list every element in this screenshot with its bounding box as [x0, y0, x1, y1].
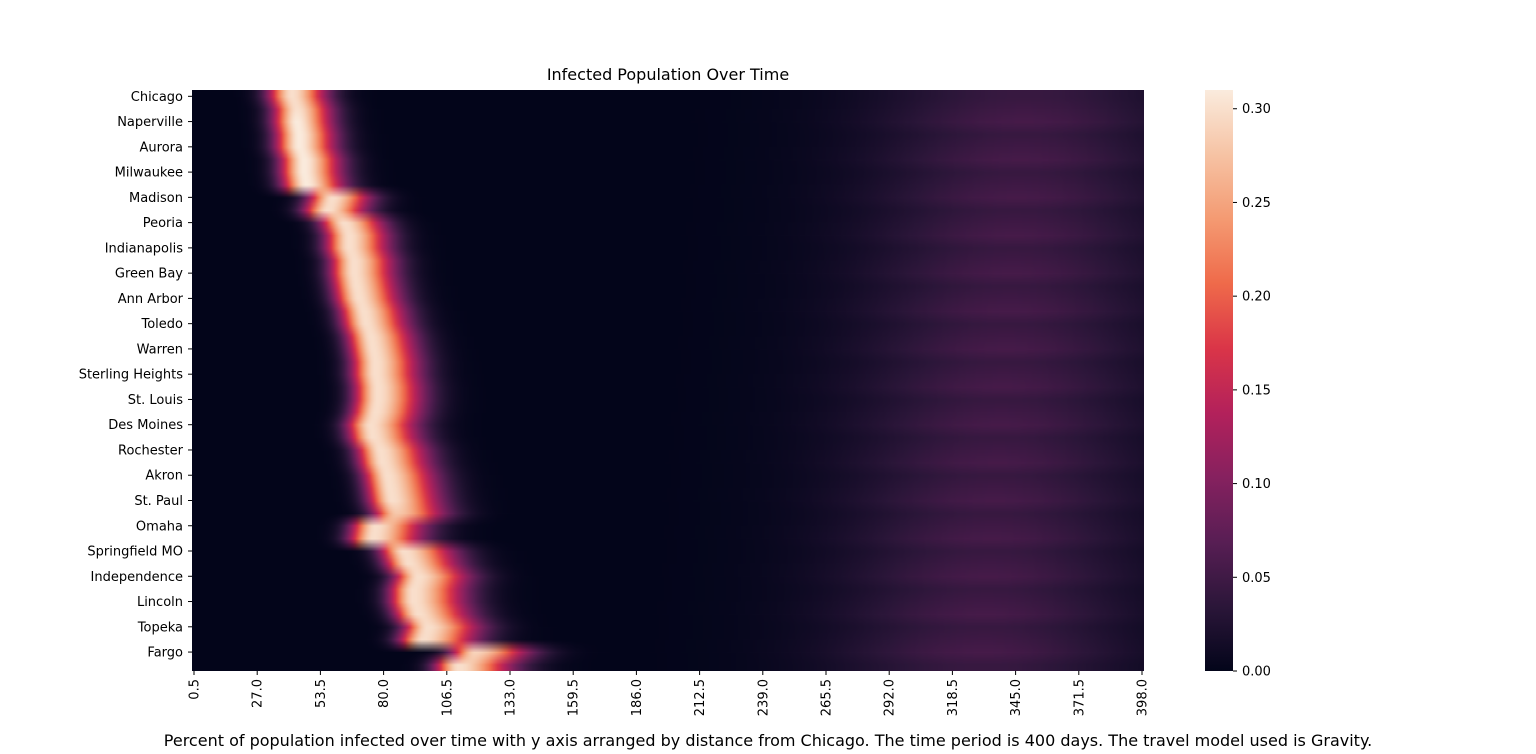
colorbar-tick-label: 0.30 — [1242, 102, 1271, 117]
y-tick-label: Aurora — [140, 140, 183, 155]
y-tick-label: Omaha — [136, 519, 183, 534]
colorbar: 0.00 0.05 0.10 0.15 0.20 0.25 0.30 — [1205, 90, 1271, 680]
y-tick-label: Topeka — [137, 620, 183, 635]
y-tick-label: Sterling Heights — [79, 368, 184, 383]
y-tick-label: St. Louis — [128, 393, 183, 408]
y-tick-label: St. Paul — [134, 494, 183, 509]
y-tick-label: Chicago — [131, 90, 183, 105]
x-tick-label: 345.0 — [1009, 679, 1024, 716]
colorbar-tick-label: 0.15 — [1242, 383, 1271, 398]
colorbar-tick-label: 0.00 — [1242, 665, 1271, 680]
x-tick-label: 318.5 — [946, 679, 961, 716]
y-tick-label: Madison — [129, 191, 183, 206]
x-tick-label: 292.0 — [883, 679, 898, 716]
y-tick-label: Des Moines — [108, 418, 183, 433]
colorbar-gradient — [1205, 90, 1233, 671]
y-tick-label: Naperville — [117, 115, 183, 130]
x-axis: 0.5 27.0 53.5 80.0 106.5 133.0 159.5 186.0 212.5… — [188, 671, 1151, 716]
colorbar-tick-label: 0.10 — [1242, 477, 1271, 492]
colorbar-tick-label: 0.05 — [1242, 571, 1271, 586]
y-tick-label: Toledo — [140, 317, 183, 332]
y-tick-label: Rochester — [118, 443, 184, 458]
x-tick-label: 265.5 — [820, 679, 835, 716]
x-tick-label: 186.0 — [630, 679, 645, 716]
y-tick-label: Akron — [145, 469, 183, 484]
x-tick-label: 53.5 — [314, 679, 329, 708]
x-tick-label: 371.5 — [1072, 679, 1087, 716]
x-tick-label: 0.5 — [188, 679, 203, 700]
y-tick-label: Green Bay — [115, 267, 183, 282]
heatmap-image — [192, 90, 1144, 671]
y-tick-label: Ann Arbor — [118, 292, 184, 307]
x-tick-label: 80.0 — [377, 679, 392, 708]
y-tick-label: Peoria — [143, 216, 183, 231]
y-tick-label: Springfield MO — [87, 545, 183, 560]
x-tick-label: 212.5 — [693, 679, 708, 716]
y-tick-label: Warren — [137, 342, 183, 357]
colorbar-tick-label: 0.25 — [1242, 196, 1271, 211]
x-tick-label: 239.0 — [756, 679, 771, 716]
x-tick-label: 398.0 — [1136, 679, 1151, 716]
y-tick-label: Independence — [91, 570, 183, 585]
x-tick-label: 159.5 — [567, 679, 582, 716]
colorbar-tick-label: 0.20 — [1242, 290, 1271, 305]
y-tick-label: Indianapolis — [105, 241, 184, 256]
y-axis: Chicago Naperville Aurora Milwaukee Madison P… — [79, 90, 192, 661]
x-tick-label: 133.0 — [504, 679, 519, 716]
y-tick-label: Milwaukee — [115, 166, 183, 181]
heatmap-cells — [192, 90, 1144, 671]
chart-caption: Percent of population infected over time… — [163, 731, 1373, 750]
y-tick-label: Fargo — [147, 646, 183, 661]
x-tick-label: 106.5 — [440, 679, 455, 716]
x-tick-label: 27.0 — [251, 679, 266, 708]
y-tick-label: Lincoln — [137, 595, 183, 610]
chart-title: Infected Population Over Time — [546, 65, 790, 84]
